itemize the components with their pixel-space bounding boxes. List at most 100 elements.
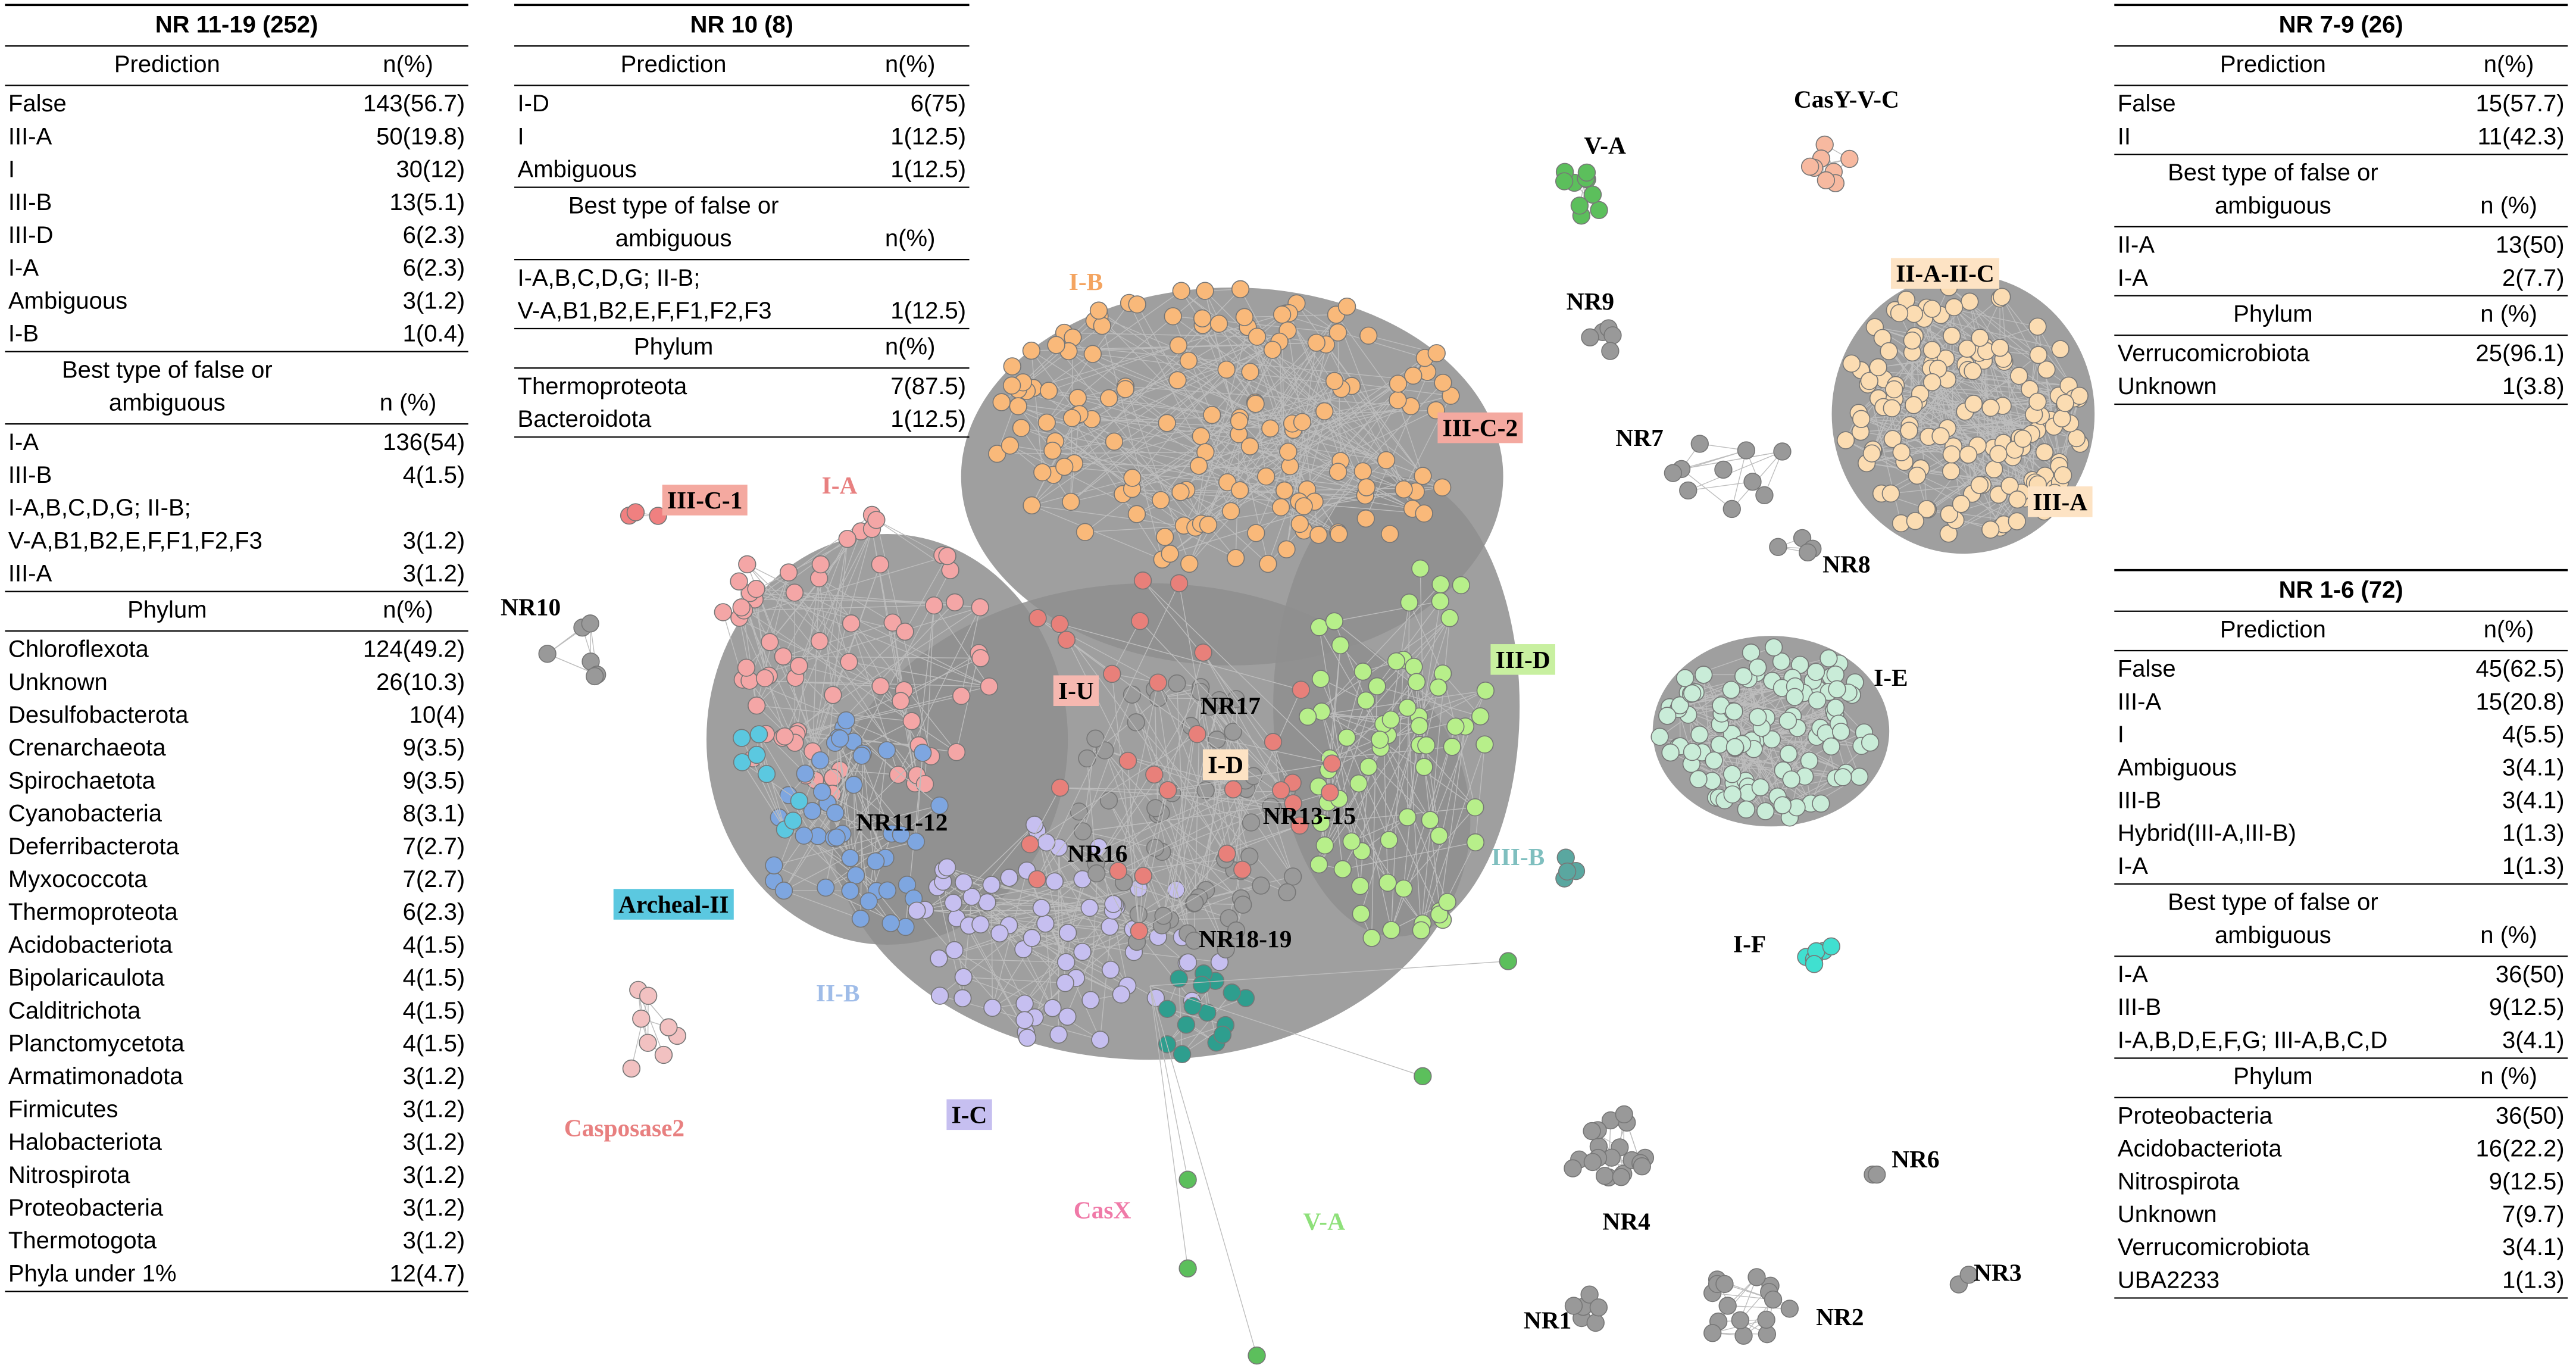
row-label: Nitrospirota <box>8 1162 130 1188</box>
node <box>1178 953 1198 972</box>
row-value: 8(3.1) <box>403 801 465 827</box>
node <box>881 914 900 932</box>
node <box>988 445 1006 463</box>
edge <box>1442 673 1475 808</box>
node <box>1099 791 1118 810</box>
edge <box>1286 344 1327 549</box>
row-value: 7(2.7) <box>403 833 465 860</box>
cluster-label: I-F <box>1733 930 1766 957</box>
node <box>1981 398 2000 417</box>
node <box>1091 1030 1109 1049</box>
cluster-label: CasY-V-C <box>1794 86 1899 113</box>
node <box>1840 149 1859 168</box>
node <box>1194 643 1212 662</box>
node <box>1356 509 1375 528</box>
row-value: 26(10.3) <box>376 669 465 695</box>
edge <box>1131 694 1227 950</box>
label-bg <box>1202 749 1249 780</box>
node <box>1112 985 1130 1004</box>
node <box>1193 309 1212 328</box>
edge <box>971 897 1026 1004</box>
edge <box>1789 689 1818 818</box>
node <box>1852 410 1871 429</box>
node <box>1103 664 1121 683</box>
edge <box>1031 415 1077 506</box>
row-value: 1(12.5) <box>890 406 966 432</box>
node <box>622 1059 641 1078</box>
node <box>1180 554 1199 573</box>
node <box>1429 678 1448 697</box>
edge <box>1239 383 1399 422</box>
edge <box>723 611 881 687</box>
node <box>1475 735 1494 754</box>
node <box>1679 481 1697 500</box>
node <box>1778 711 1797 730</box>
node <box>1734 667 1753 686</box>
node <box>1000 869 1018 887</box>
node <box>1586 1313 1605 1332</box>
node <box>1290 514 1309 533</box>
column-header: n(%) <box>383 51 433 77</box>
edge <box>1167 1008 1226 1026</box>
edge <box>849 750 887 858</box>
node <box>971 915 990 933</box>
node <box>1272 781 1290 799</box>
edge <box>1351 817 1408 842</box>
node <box>1231 481 1249 499</box>
node <box>1410 717 1428 735</box>
row-label: III-A <box>8 561 52 587</box>
edge <box>1211 371 1251 416</box>
node <box>1380 830 1398 849</box>
node <box>1051 614 1069 633</box>
node <box>2029 346 2047 364</box>
node <box>992 393 1011 411</box>
node <box>1940 505 1958 523</box>
edge <box>1227 429 1294 483</box>
node <box>1590 201 1608 220</box>
row-value: 12(4.7) <box>389 1260 465 1286</box>
row-label: Nitrospirota <box>2118 1169 2240 1195</box>
edge <box>1971 346 1986 494</box>
row-value: 13(5.1) <box>389 189 465 215</box>
node <box>1158 1000 1177 1018</box>
node <box>1118 751 1137 770</box>
edge <box>968 925 1027 1033</box>
node <box>1325 371 1344 391</box>
node <box>1330 524 1348 544</box>
node <box>1333 860 1352 879</box>
row-label: III-A <box>8 123 52 149</box>
node <box>1101 960 1120 979</box>
edge <box>1325 344 1413 509</box>
cluster-label: III-C-1 <box>667 486 742 514</box>
row-value: 136(54) <box>383 429 465 455</box>
row-label: II-A <box>2118 232 2155 258</box>
edge <box>1154 689 1158 815</box>
section-header: Best type of false or <box>2168 160 2378 186</box>
node <box>1869 358 1887 377</box>
edge <box>1287 383 1399 452</box>
cluster-label: III-B <box>1492 843 1545 870</box>
row-label: I <box>2118 722 2124 748</box>
edge <box>853 785 886 858</box>
node <box>2037 360 2056 379</box>
node <box>1991 339 2009 357</box>
row-value: 3(1.2) <box>403 1228 465 1254</box>
node <box>1377 451 1396 470</box>
edge <box>1112 910 1183 938</box>
node <box>2035 443 2054 461</box>
node <box>1820 649 1838 668</box>
row-value: 3(4.1) <box>2502 754 2565 780</box>
row-value: 1(12.5) <box>890 157 966 183</box>
row-label: Acidobacteriota <box>8 932 173 958</box>
node <box>1284 794 1302 813</box>
edge <box>1858 413 1952 472</box>
node <box>1922 373 1942 392</box>
row-label: Armatimonadota <box>8 1063 183 1089</box>
node <box>982 876 1001 894</box>
edge <box>1070 330 1288 502</box>
node <box>1359 326 1378 345</box>
edge <box>742 762 786 830</box>
node <box>1277 540 1296 558</box>
node <box>1352 904 1370 923</box>
edge <box>783 813 836 891</box>
